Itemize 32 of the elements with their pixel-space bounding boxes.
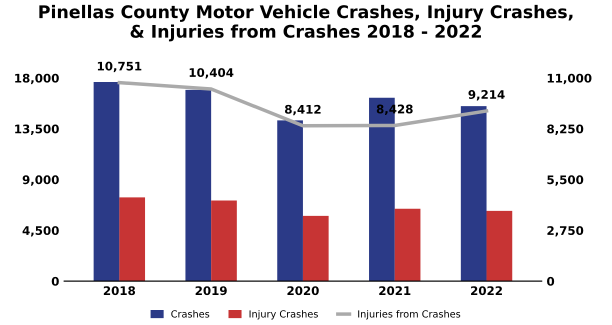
y2-tick-label: 0 — [547, 276, 554, 286]
y-tick-label: 13,500 — [15, 124, 59, 135]
bar — [119, 197, 146, 282]
bar — [486, 210, 512, 282]
legend-label: Injuries from Crashes — [358, 310, 460, 320]
y-tick-label: 18,000 — [15, 74, 59, 84]
legend-label: Injury Crashes — [250, 310, 318, 320]
data-label: 10,404 — [190, 68, 234, 79]
bar — [394, 208, 420, 282]
bar — [302, 216, 329, 282]
y-tick-label: 0 — [52, 276, 59, 286]
data-label: 10,751 — [98, 62, 142, 72]
y2-tick-label: 2,750 — [547, 226, 584, 237]
bar — [94, 82, 120, 282]
x-tick-label: 2018 — [104, 286, 136, 296]
bar — [277, 120, 303, 282]
bar — [185, 90, 212, 282]
x-tick-label: 2021 — [379, 286, 410, 296]
y2-tick-label: 5,500 — [547, 175, 584, 186]
y-tick-label: 4,500 — [22, 226, 59, 237]
bar — [460, 106, 487, 282]
bar — [211, 200, 237, 282]
data-label: 9,214 — [468, 90, 505, 100]
x-tick-label: 2020 — [287, 286, 319, 296]
legend-label: Crashes — [171, 310, 210, 318]
y2-tick-label: 11,000 — [548, 74, 592, 84]
x-tick-label: 2022 — [471, 286, 502, 296]
data-label: 8,412 — [284, 104, 321, 116]
y2-tick-label: 8,250 — [547, 124, 584, 135]
chart-title: Pinellas County Motor Vehicle Crashes, Injury Crashes, & Injuries from Crashes 2018 - 2022 — [39, 4, 572, 42]
y-tick-label: 9,000 — [22, 175, 59, 186]
x-tick-label: 2019 — [196, 286, 227, 296]
